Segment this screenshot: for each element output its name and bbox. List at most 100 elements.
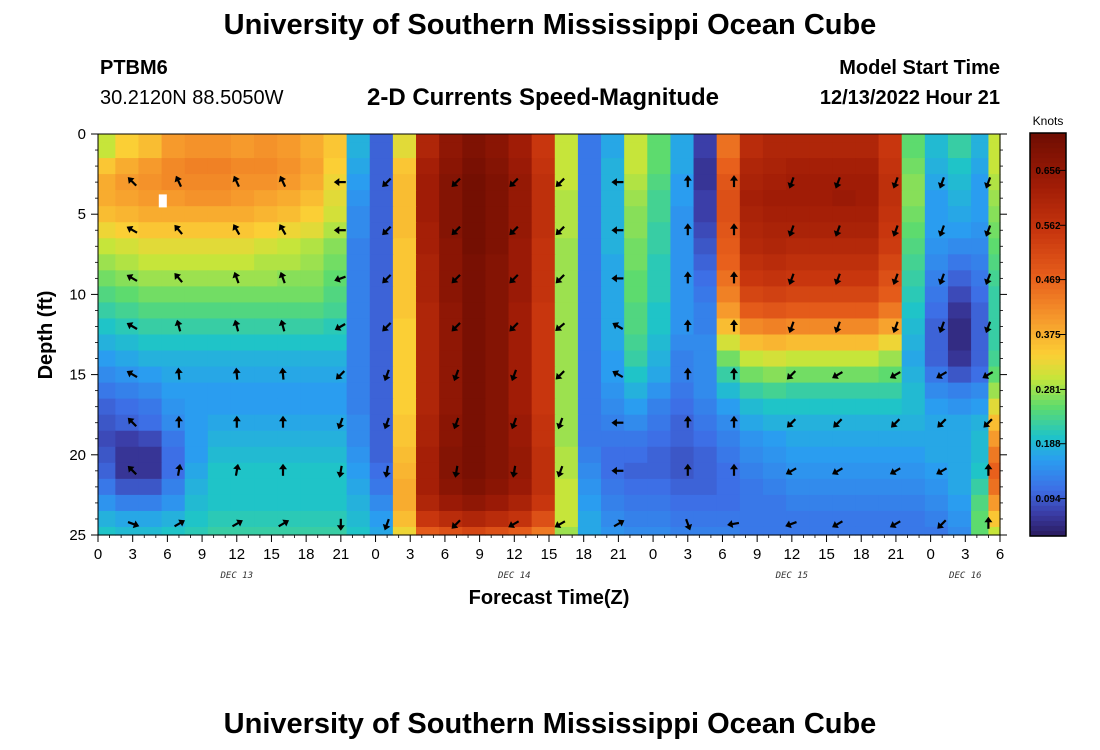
heatmap-cell xyxy=(369,398,394,416)
heatmap-cell xyxy=(832,254,857,271)
heatmap-cell xyxy=(855,366,880,384)
heatmap-cell xyxy=(601,350,625,368)
heatmap-cell xyxy=(138,430,163,448)
heatmap-cell xyxy=(416,318,440,336)
heatmap-cell xyxy=(647,526,672,536)
heatmap-cell xyxy=(369,382,394,400)
heatmap-cell xyxy=(670,142,695,159)
heatmap-cell xyxy=(924,398,949,416)
current-arrow xyxy=(382,518,391,531)
arrow-head xyxy=(785,520,792,529)
heatmap-cell xyxy=(670,366,695,384)
heatmap-cell xyxy=(300,478,325,496)
heatmap-cell xyxy=(98,302,116,320)
heatmap-cell xyxy=(416,206,440,223)
heatmap-cell xyxy=(369,134,394,143)
x-tick-label: 18 xyxy=(853,546,870,563)
current-arrow xyxy=(683,463,692,476)
heatmap-cell xyxy=(207,270,232,287)
colorbar-segment xyxy=(1030,359,1066,366)
heatmap-cell xyxy=(601,286,625,304)
heatmap-cell xyxy=(462,366,486,384)
heatmap-cell xyxy=(624,430,648,448)
heatmap-cell xyxy=(647,446,672,464)
heatmap-cell xyxy=(670,446,695,464)
heatmap-cell xyxy=(416,446,440,464)
heatmap-cell xyxy=(300,334,325,352)
heatmap-cell xyxy=(531,398,556,416)
heatmap-cell xyxy=(786,414,810,432)
heatmap-cell xyxy=(762,190,787,207)
heatmap-cell xyxy=(647,398,672,416)
heatmap-cell xyxy=(184,478,209,496)
heatmap-cell xyxy=(577,174,602,191)
current-arrow xyxy=(984,321,992,334)
arrow-head xyxy=(730,223,738,229)
colorbar-segment xyxy=(1030,218,1066,225)
heatmap-cell xyxy=(254,510,278,528)
heatmap-cell xyxy=(647,334,672,352)
heatmap-cell xyxy=(416,270,440,287)
heatmap-cell xyxy=(716,270,741,287)
heatmap-cell xyxy=(485,398,510,416)
heatmap-cell xyxy=(230,414,255,432)
heatmap-cell xyxy=(392,206,417,223)
heatmap-cell xyxy=(988,430,1001,448)
heatmap-cell xyxy=(809,134,833,143)
heatmap-cell xyxy=(947,318,972,336)
heatmap-cell xyxy=(277,414,301,432)
colorbar-segment xyxy=(1030,188,1066,195)
current-arrow xyxy=(730,415,738,428)
heatmap-cell xyxy=(601,494,625,512)
heatmap-cell xyxy=(277,254,301,271)
heatmap-cell xyxy=(346,270,371,287)
arrow-head xyxy=(891,182,900,189)
heatmap-cell xyxy=(809,158,833,175)
heatmap-cell xyxy=(855,398,880,416)
heatmap-cell xyxy=(924,206,949,223)
heatmap-cell xyxy=(809,366,833,384)
current-arrow xyxy=(611,226,624,235)
arrow-head xyxy=(983,420,991,428)
heatmap-cell xyxy=(577,318,602,336)
heatmap-cell xyxy=(878,478,903,496)
heatmap-cell xyxy=(739,302,764,320)
heatmap-cell xyxy=(809,414,833,432)
heatmap-cell xyxy=(254,134,278,143)
heatmap-cell xyxy=(508,462,533,480)
heatmap-cell xyxy=(716,254,741,271)
heatmap-cell xyxy=(346,366,371,384)
heatmap-cell xyxy=(531,430,556,448)
current-arrow xyxy=(333,226,346,235)
heatmap-cell xyxy=(392,478,417,496)
current-arrow xyxy=(684,518,693,531)
heatmap-cell xyxy=(947,286,972,304)
heatmap-cell xyxy=(184,302,209,320)
heatmap-cell xyxy=(924,430,949,448)
current-arrow xyxy=(891,273,900,285)
x-tick-label: 3 xyxy=(961,546,969,563)
heatmap-cell xyxy=(485,414,510,432)
arrow-head xyxy=(126,225,134,233)
heatmap-cell xyxy=(207,366,232,384)
heatmap-cell xyxy=(277,494,301,512)
heatmap-cell xyxy=(716,526,741,536)
heatmap-cell xyxy=(485,526,510,536)
heatmap-cell xyxy=(601,430,625,448)
heatmap-cell xyxy=(739,382,764,400)
current-arrow xyxy=(336,465,345,478)
arrow-head xyxy=(730,415,738,422)
colorbar-segment xyxy=(1030,299,1066,305)
heatmap-cell xyxy=(855,302,880,320)
heatmap-cell xyxy=(878,142,903,159)
heatmap-cell xyxy=(947,206,972,223)
heatmap-cell xyxy=(416,254,440,271)
heatmap-cell xyxy=(924,334,949,352)
arrow-head xyxy=(730,271,738,277)
arrow-head xyxy=(126,322,134,330)
heatmap-cell xyxy=(508,190,533,207)
heatmap-cell xyxy=(693,462,718,480)
heatmap-cell xyxy=(855,286,880,304)
heatmap-cell xyxy=(647,190,672,207)
arrow-head xyxy=(336,525,345,531)
